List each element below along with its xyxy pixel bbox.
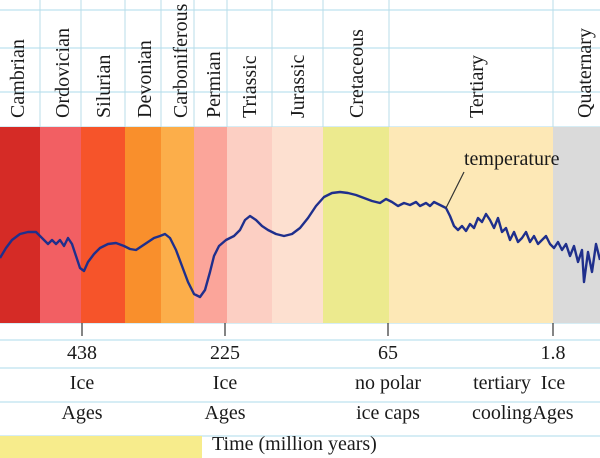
period-label: Triassic (239, 55, 261, 118)
annotation-line2: Ages (532, 402, 574, 424)
period-band (194, 127, 227, 323)
period-label: Carboniferous (170, 3, 192, 118)
annotation-line1: Ice (540, 372, 566, 394)
annotation-line1: Ice (212, 372, 238, 394)
x-tick-label: 1.8 (540, 342, 566, 364)
period-label: Cambrian (7, 39, 29, 118)
period-band (323, 127, 389, 323)
period-label: Quaternary (574, 28, 596, 118)
period-band (125, 127, 161, 323)
period-label: Tertiary (466, 54, 488, 118)
period-band (227, 127, 272, 323)
annotation-line2: ice caps (356, 402, 420, 424)
annotation-line2: Ages (204, 402, 246, 424)
period-label: Ordovician (52, 28, 74, 118)
annotation-line2: cooling (472, 402, 532, 424)
period-label: Silurian (93, 54, 115, 118)
annotation-line1: Ice (69, 372, 95, 394)
series-label-leader (445, 171, 465, 209)
x-tick-label: 65 (378, 342, 398, 364)
x-tick-label: 438 (67, 342, 97, 364)
x-tick-label: 225 (210, 342, 240, 364)
period-band (161, 127, 194, 323)
temperature-line (0, 190, 600, 299)
annotation-line2: Ages (61, 402, 103, 424)
period-band (40, 127, 81, 323)
period-band (0, 127, 40, 323)
legend-swatch (0, 436, 202, 458)
period-label: Devonian (134, 40, 156, 118)
series-label-temperature: temperature (464, 148, 560, 170)
period-label: Permian (203, 51, 225, 118)
period-band (272, 127, 323, 323)
annotation-line1: no polar (354, 372, 422, 394)
x-axis-label: Time (million years) (212, 433, 377, 455)
period-label: Jurassic (287, 54, 309, 118)
period-label: Cretaceous (346, 29, 368, 118)
period-band (553, 127, 600, 323)
period-band (81, 127, 125, 323)
annotation-line1: tertiary (473, 372, 531, 394)
